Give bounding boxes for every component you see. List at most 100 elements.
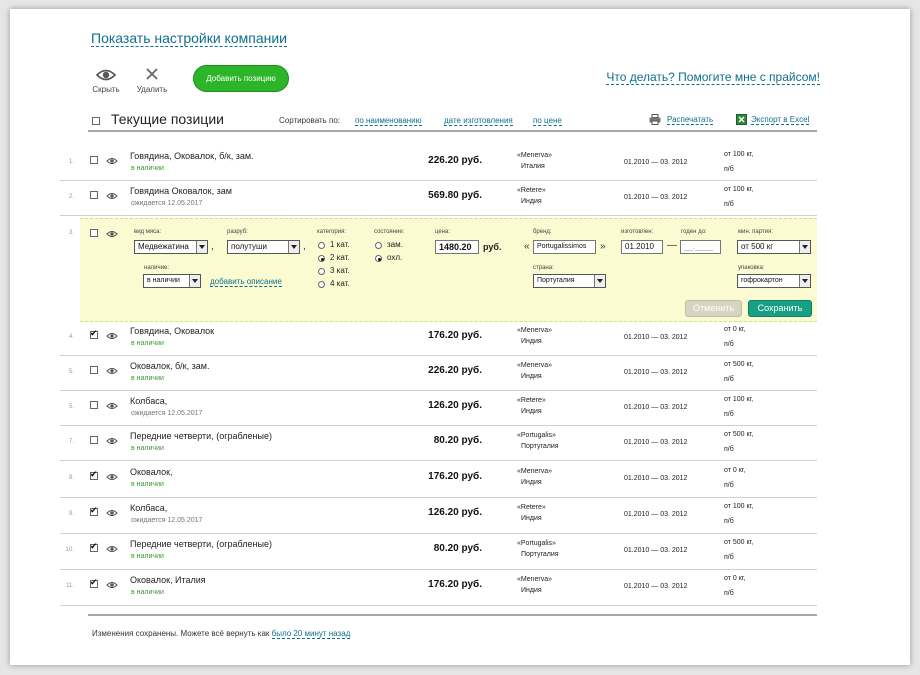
row-checkbox[interactable] [90,436,98,444]
eye-icon[interactable] [106,157,118,165]
category-radio[interactable] [318,268,325,275]
category-radio[interactable] [318,281,325,288]
meat-type-select[interactable]: Медвежатина [134,240,208,254]
packaging: п/б [724,166,734,173]
packaging: п/б [724,341,734,348]
save-button[interactable]: Сохранить [748,300,812,317]
price-unit: руб. [483,242,502,252]
packaging: п/б [724,376,734,383]
product-brand: «Menerva» [517,468,553,475]
category-radio[interactable] [318,255,325,262]
row-checkbox[interactable] [90,541,98,552]
eye-icon[interactable] [106,545,118,553]
min-batch-select[interactable]: от 500 кг [737,240,811,254]
availability-select[interactable]: в наличии [143,274,201,288]
brand-input[interactable]: Portugalissimos [533,240,596,254]
product-name: Говядина, Оковалок [130,326,215,336]
eye-icon[interactable] [106,367,118,375]
product-country: Португалия [521,443,559,450]
sort-by-name-link[interactable]: по наименованию [355,116,422,126]
product-dates: 01.2010 — 03. 2012 [624,439,688,446]
min-quantity: от 100 кг, [724,396,754,403]
meat-type-label: вид мяса: [134,229,162,235]
brand-label: бренд: [533,229,552,235]
add-position-button[interactable]: Добавить позицию [193,65,289,92]
product-country: Индия [521,479,542,486]
eye-icon[interactable] [106,581,118,589]
min-quantity: от 500 кг, [724,539,754,546]
row-checkbox[interactable] [90,191,98,199]
cut-select[interactable]: полутуши [227,240,300,254]
price-input[interactable]: 1480.20 [435,240,479,254]
row-number: 11. [66,583,74,589]
sort-by-price-link[interactable]: по цене [533,116,562,126]
row-checkbox[interactable] [90,366,98,374]
eye-icon[interactable] [106,332,118,340]
packaging: п/б [724,446,734,453]
pack-select[interactable]: гофрокартон [737,274,811,288]
product-status: в наличии [131,481,164,488]
packaging: п/б [724,554,734,561]
sort-by-date-link[interactable]: дате изготовления [444,116,513,126]
eye-icon[interactable] [106,402,118,410]
state-radio[interactable] [375,242,382,249]
product-name: Колбаса, [130,503,168,513]
product-dates: 01.2010 — 03. 2012 [624,547,688,554]
hide-button[interactable]: Скрыть [86,65,126,94]
price-label: цена: [435,229,451,235]
product-country: Италия [521,163,545,170]
show-company-settings-link[interactable]: Показать настройки компании [91,30,287,47]
product-price: 80.20 руб. [433,543,482,554]
packaging: п/б [724,411,734,418]
category-radio[interactable] [318,242,325,249]
product-dates: 01.2010 — 03. 2012 [624,475,688,482]
product-dates: 01.2010 — 03. 2012 [624,369,688,376]
cancel-button[interactable]: Отменить [685,300,742,317]
made-date-input[interactable]: 01.2010 [621,240,663,254]
eye-icon [95,69,117,81]
edit-row: 3. вид мяса: Медвежатина , разруб: полут… [69,218,817,322]
country-select[interactable]: Португалия [533,274,606,288]
product-dates: 01.2010 — 03. 2012 [624,334,688,341]
category-option-label: 2 кат. [330,253,350,262]
add-description-link[interactable]: добавить описание [210,277,282,287]
state-radio[interactable] [375,255,382,262]
table-row: 10. Передние четверти, (ограбленые) в нали… [60,534,817,570]
row-checkbox[interactable] [90,469,98,480]
page: Показать настройки компании Скрыть Удали… [10,9,910,665]
undo-link[interactable]: было 20 минут назад [271,629,351,639]
eye-icon[interactable] [106,509,118,517]
dash-separator: — [667,240,677,251]
row-checkbox[interactable] [90,229,98,237]
product-brand: «Retere» [517,504,546,511]
row-checkbox[interactable] [90,401,98,409]
min-quantity: от 0 кг, [724,575,746,582]
eye-icon[interactable] [106,437,118,445]
close-icon [146,68,158,80]
product-brand: «Menerva» [517,362,553,369]
category-label: категория: [317,229,346,235]
print-link[interactable]: Распечатать [667,115,714,125]
select-all-checkbox[interactable] [92,117,100,125]
valid-date-input[interactable]: __.____ [680,240,721,254]
product-country: Португалия [521,551,559,558]
category-option-label: 4 кат. [330,279,350,288]
product-price: 176.20 руб. [428,471,482,482]
table-row: 8. Оковалок, в наличии 176.20 руб. «Menerva»… [60,461,817,498]
chevron-down-icon [799,241,810,253]
eye-icon[interactable] [106,192,118,200]
row-checkbox[interactable] [90,577,98,588]
row-checkbox[interactable] [90,328,98,339]
eye-icon[interactable] [106,473,118,481]
delete-button[interactable]: Удалить [132,65,172,94]
eye-icon[interactable] [106,230,118,238]
row-number: 8. [68,475,74,481]
row-checkbox[interactable] [90,505,98,516]
min-quantity: от 500 кг, [724,361,754,368]
chevron-down-icon [288,241,299,253]
row-checkbox[interactable] [90,156,98,164]
help-link[interactable]: Что делать? Помогите мне с прайсом! [606,70,820,85]
product-name: Говядина, Оковалок, б/к, зам. [130,151,254,161]
product-price: 176.20 руб. [428,330,482,341]
export-excel-link[interactable]: Экспорт в Excel [751,115,810,125]
